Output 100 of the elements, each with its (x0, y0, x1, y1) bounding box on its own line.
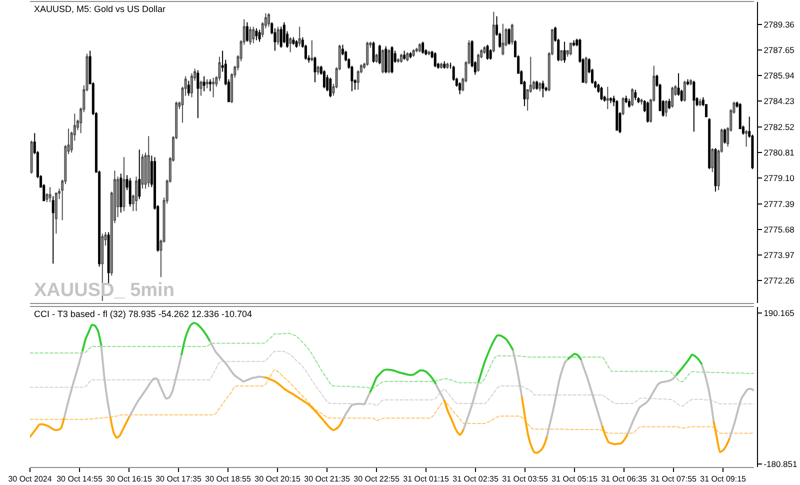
x-tick-label: 31 Oct 06:35 (601, 474, 648, 484)
candlestick (616, 100, 618, 131)
candlestick (120, 173, 122, 214)
candlestick (48, 186, 52, 203)
candlestick (292, 36, 295, 46)
candlestick (624, 95, 628, 104)
candlestick (252, 26, 255, 44)
candlestick (422, 41, 424, 54)
candlestick (329, 77, 332, 98)
candlestick (418, 42, 421, 53)
candlestick (646, 101, 649, 124)
candlestick (268, 12, 270, 28)
candlestick (714, 148, 717, 192)
y-tick-label: 2777.39 (764, 198, 795, 209)
candlestick (147, 136, 150, 188)
candlestick (631, 88, 634, 107)
candlestick (135, 176, 138, 212)
candlestick (609, 96, 612, 104)
y-tick-label: 190.165 (764, 308, 795, 318)
candlestick (187, 80, 190, 96)
y-tick-label: 2784.23 (764, 96, 795, 106)
candlestick (400, 53, 402, 64)
candlestick (412, 48, 415, 58)
candlestick (206, 78, 208, 89)
x-tick-label: 30 Oct 2024 (8, 474, 52, 484)
y-tick-label: 2772.26 (764, 276, 795, 286)
candlestick (664, 100, 668, 118)
candlestick (375, 53, 378, 64)
candlestick (409, 52, 412, 59)
candlestick (107, 232, 110, 284)
x-tick-label: 30 Oct 17:35 (156, 474, 202, 484)
candlestick (708, 118, 711, 170)
candlestick (255, 28, 258, 41)
candlestick (542, 80, 544, 98)
candlestick (128, 178, 132, 208)
candlestick (569, 42, 572, 56)
candlestick (745, 130, 748, 148)
candlestick (606, 86, 609, 110)
candlestick (295, 40, 298, 48)
candlestick (298, 26, 301, 47)
x-tick-label: 30 Oct 22:55 (354, 474, 400, 484)
candlestick (634, 89, 637, 101)
candlestick (723, 128, 726, 144)
candlestick (458, 82, 462, 95)
candlestick (396, 58, 400, 64)
candlestick (403, 50, 406, 60)
candlestick (276, 26, 280, 46)
candlestick (54, 192, 58, 234)
candlestick (316, 65, 320, 76)
chart-title: XAUUSD, M5: Gold vs US Dollar (34, 4, 166, 14)
x-tick-label: 31 Oct 09:15 (700, 474, 747, 484)
candlestick (280, 26, 282, 48)
candlestick (508, 28, 510, 46)
candlestick (190, 72, 193, 98)
candlestick (141, 154, 144, 190)
candlestick (249, 26, 252, 46)
candlestick (443, 60, 446, 70)
y-tick-label: 2785.94 (764, 70, 795, 81)
candlestick (440, 62, 443, 70)
candlestick (628, 98, 630, 108)
x-tick-label: 30 Oct 14:55 (56, 474, 103, 484)
y-tick-label: 2775.68 (764, 224, 795, 234)
candlestick (640, 98, 643, 106)
candlestick (314, 56, 316, 83)
candlestick (446, 62, 449, 70)
x-tick-label: 30 Oct 18:55 (205, 474, 252, 484)
candlestick (477, 53, 480, 72)
candlestick (200, 80, 202, 96)
candlestick (366, 41, 369, 66)
candlestick (384, 46, 388, 74)
candlestick (322, 70, 326, 89)
x-tick-label: 31 Oct 02:35 (452, 474, 499, 484)
candlestick (683, 80, 686, 102)
candlestick (388, 48, 390, 74)
candlestick (310, 40, 314, 62)
candlestick (538, 82, 542, 92)
candlestick (622, 96, 624, 116)
candlestick (382, 48, 384, 74)
candlestick (138, 149, 141, 200)
line-series (30, 332, 754, 389)
candlestick (489, 48, 492, 60)
line-series (30, 350, 754, 406)
chart-title: CCI - T3 based - fl (32) 78.935 -54.262 12.336 -10.704 (34, 309, 252, 320)
y-tick-label: 2773.97 (764, 250, 795, 260)
candlestick (502, 23, 504, 56)
x-tick-label: 30 Oct 21:35 (304, 474, 350, 484)
candlestick (246, 22, 248, 42)
candlestick (686, 78, 690, 86)
candlestick (483, 46, 486, 54)
x-tick-label: 31 Oct 01:15 (403, 474, 450, 484)
candlestick (258, 29, 261, 42)
candlestick (600, 86, 603, 101)
candlestick (671, 86, 674, 108)
y-tick-label: -180.851 (764, 459, 798, 470)
candlestick (434, 52, 436, 68)
candlestick (390, 46, 394, 74)
candlestick (492, 11, 495, 53)
y-tick-label: 2789.36 (764, 19, 795, 30)
candlestick (690, 78, 692, 86)
candlestick (572, 40, 576, 47)
